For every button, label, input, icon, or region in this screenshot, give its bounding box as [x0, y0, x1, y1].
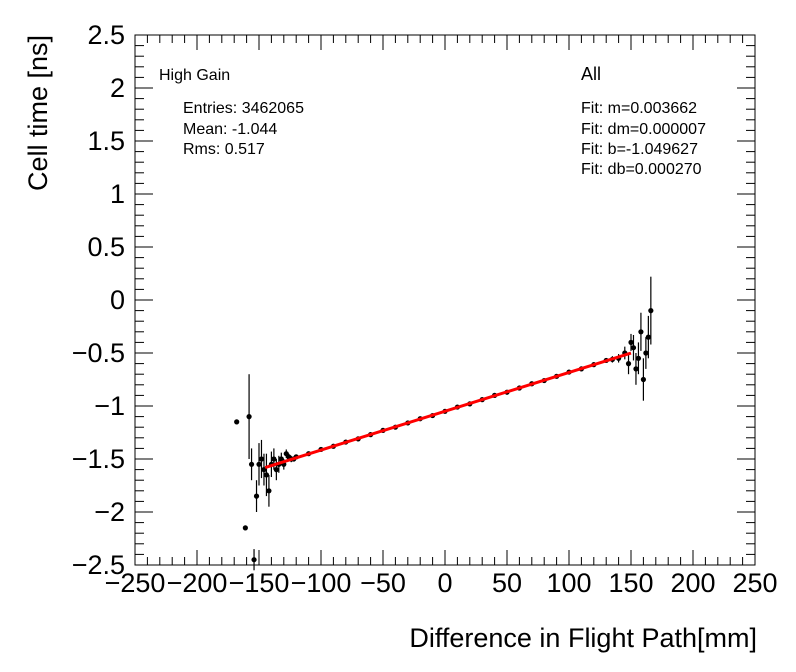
x-tick-label: −150 — [229, 568, 290, 598]
y-axis-title: Cell time [ns] — [23, 35, 53, 191]
x-tick-labels: −250 −200 −150 −100 −50 0 50 100 150 200 250 — [105, 568, 778, 598]
y-tick-label: 1 — [110, 179, 125, 209]
data-points — [234, 276, 654, 571]
x-tick-label: −100 — [291, 568, 352, 598]
y-tick-label: 2.5 — [87, 20, 125, 50]
x-tick-label: 50 — [492, 568, 522, 598]
entries-label: Entries: 3462065 — [183, 100, 304, 117]
data-point — [628, 339, 634, 345]
data-point — [242, 525, 248, 531]
data-point — [258, 456, 265, 462]
y-tick-label: −2.5 — [72, 550, 125, 580]
data-point — [256, 461, 262, 467]
fit-db-label: Fit: db=0.000270 — [581, 161, 702, 178]
tick-marks — [134, 34, 756, 566]
data-point — [633, 366, 639, 372]
x-tick-label: −50 — [360, 568, 406, 598]
fit-dm-label: Fit: dm=0.000007 — [581, 121, 706, 138]
x-tick-label: 200 — [670, 568, 715, 598]
fit-line — [264, 351, 632, 469]
y-tick-label: −2 — [94, 497, 125, 527]
data-point — [638, 329, 644, 335]
fit-m-label: Fit: m=0.003662 — [581, 100, 697, 117]
x-tick-label: 150 — [608, 568, 653, 598]
data-point — [635, 355, 642, 361]
y-tick-label: 0.5 — [87, 232, 125, 262]
y-tick-label: −0.5 — [72, 338, 125, 368]
gain-label: High Gain — [159, 67, 230, 84]
data-point — [261, 467, 267, 473]
x-axis-title: Difference in Flight Path[mm] — [409, 623, 757, 653]
x-tick-label: 100 — [546, 568, 591, 598]
fit-b-label: Fit: b=-1.049627 — [581, 141, 698, 158]
data-point — [234, 419, 240, 425]
x-tick-label: 0 — [437, 568, 452, 598]
y-tick-label: 2 — [110, 73, 125, 103]
data-point — [273, 467, 279, 473]
x-tick-label: 250 — [732, 568, 777, 598]
data-point — [630, 345, 637, 351]
selection-label: All — [581, 64, 601, 84]
x-tick-label: −200 — [167, 568, 228, 598]
data-point — [640, 376, 647, 383]
rms-label: Rms: 0.517 — [183, 141, 265, 158]
y-tick-label: 0 — [110, 285, 125, 315]
data-point — [645, 334, 651, 340]
data-point — [266, 488, 272, 494]
y-tick-labels: −2.5 −2 −1.5 −1 −0.5 0 0.5 1 1.5 2 2.5 — [72, 20, 125, 580]
x-tick-label: −250 — [105, 568, 166, 598]
data-point — [263, 472, 270, 478]
data-point — [271, 456, 277, 462]
data-point — [251, 557, 257, 563]
data-point — [248, 461, 255, 467]
data-point — [253, 493, 260, 499]
data-point — [278, 456, 284, 462]
mean-label: Mean: -1.044 — [183, 121, 277, 138]
data-point — [246, 414, 252, 420]
y-tick-label: −1.5 — [72, 444, 125, 474]
data-point — [648, 308, 654, 314]
data-point — [625, 361, 632, 367]
data-point — [643, 350, 649, 356]
y-tick-label: −1 — [94, 391, 125, 421]
y-tick-label: 1.5 — [87, 126, 125, 156]
